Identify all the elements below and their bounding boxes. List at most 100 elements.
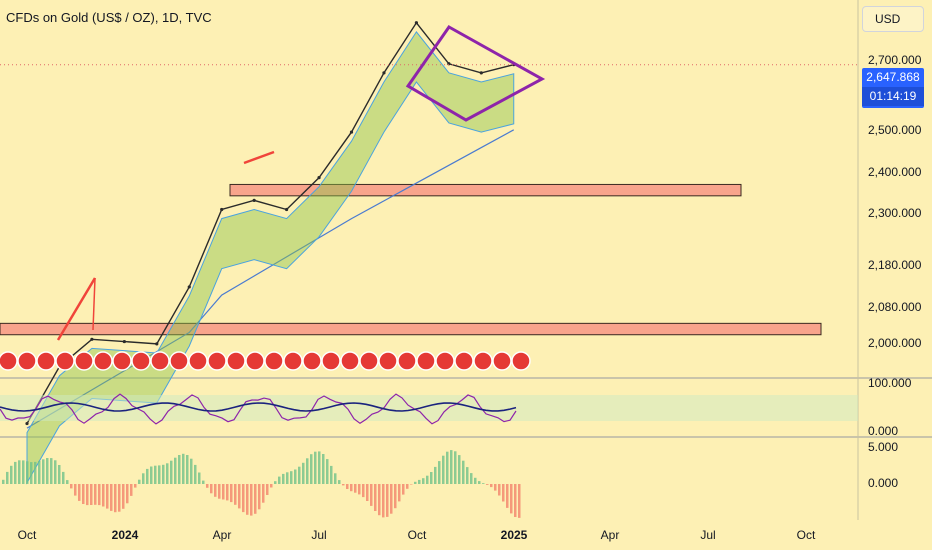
x-tick-label: Oct (17, 528, 37, 542)
y-tick-label: 2,080.000 (868, 300, 922, 314)
economic-event-icon (169, 351, 189, 371)
histogram-bar (174, 457, 177, 484)
histogram-bar (354, 484, 357, 493)
currency-button[interactable]: USD (862, 6, 924, 32)
economic-event-icon (340, 351, 360, 371)
histogram-bar (350, 484, 353, 492)
price-point (187, 285, 191, 289)
diamond-pattern (405, 25, 546, 122)
economic-event-icon (435, 351, 455, 371)
economic-event-icon (492, 351, 512, 371)
trend-annotation (243, 150, 275, 165)
histogram-bar (266, 484, 269, 495)
histogram-bar (130, 484, 133, 496)
histogram-bar (446, 451, 449, 484)
histogram-bar (434, 466, 437, 484)
histogram-bar (426, 475, 429, 484)
histogram-bar (422, 478, 425, 484)
histogram-bar (230, 484, 233, 503)
histogram-bar (454, 451, 457, 484)
oscillator-fast-line (0, 402, 517, 412)
trend-annotation (56, 277, 97, 341)
histogram-bar (242, 484, 245, 513)
price-point (382, 71, 386, 75)
histogram-tick-label: 0.000 (868, 476, 899, 490)
y-tick-label: 2,000.000 (868, 336, 922, 350)
histogram-bar (126, 484, 129, 504)
histogram-bar (450, 450, 453, 484)
histogram-bar (274, 481, 277, 484)
histogram-bar (338, 480, 341, 484)
interval-label: 1D (162, 10, 179, 25)
histogram-bar (166, 463, 169, 484)
last-price-value: 2,647.868 (866, 70, 920, 84)
source-label: TVC (185, 10, 212, 25)
histogram-bar (58, 465, 61, 484)
economic-event-icon (150, 351, 170, 371)
x-tick-label: Jul (311, 528, 327, 542)
histogram-bar (46, 458, 49, 484)
histogram-bar (486, 484, 489, 485)
economic-event-icon (226, 351, 246, 371)
histogram-bar (34, 461, 37, 484)
histogram-bar (326, 459, 329, 484)
histogram-bar (206, 484, 209, 488)
histogram-bar (82, 484, 85, 504)
histogram-bar (366, 484, 369, 501)
bar-countdown: 01:14:19 (862, 87, 924, 106)
histogram-bar (438, 461, 441, 484)
histogram-bar (346, 484, 349, 489)
x-tick-label: Apr (600, 528, 620, 542)
histogram-bar (398, 484, 401, 502)
histogram-bar (490, 484, 493, 488)
economic-event-icon (74, 351, 94, 371)
histogram-bar (358, 484, 361, 495)
histogram-bar (234, 484, 237, 505)
histogram-bar (6, 471, 9, 484)
price-point (90, 337, 94, 341)
moving-average-line (26, 129, 515, 429)
histogram-bar (282, 473, 285, 484)
price-point (317, 176, 321, 180)
histogram-bar (226, 484, 229, 501)
histogram-bar (474, 477, 477, 484)
economic-event-icon (245, 351, 265, 371)
y-tick-label: 2,700.000 (868, 53, 922, 67)
economic-event-icon (264, 351, 284, 371)
histogram-bar (250, 484, 253, 516)
histogram-bar (162, 464, 165, 484)
histogram-bar (402, 484, 405, 495)
price-point (25, 421, 29, 426)
histogram-bar (42, 459, 45, 484)
histogram-bar (102, 484, 105, 507)
histogram-bar (214, 484, 217, 497)
economic-event-icon (511, 351, 531, 371)
histogram-bar (286, 472, 289, 484)
histogram-bar (154, 465, 157, 484)
histogram-bar (182, 453, 185, 484)
y-tick-label: 2,400.000 (868, 165, 922, 179)
histogram-bar (254, 484, 257, 514)
histogram-bar (62, 471, 65, 484)
economic-event-icon (283, 351, 303, 371)
title-separator: , (154, 10, 163, 25)
price-point (155, 342, 159, 346)
histogram-bar (378, 484, 381, 516)
economic-event-icon (378, 351, 398, 371)
histogram-bar (90, 484, 93, 505)
histogram-bar (18, 460, 21, 484)
economic-event-icon (454, 351, 474, 371)
histogram-bar (66, 480, 69, 484)
histogram-bar (330, 465, 333, 484)
histogram-bar (302, 462, 305, 484)
resistance-zone (229, 183, 742, 197)
histogram-bar (114, 484, 117, 513)
histogram-bar (222, 484, 225, 500)
histogram-bar (118, 484, 121, 512)
histogram-bar (318, 451, 321, 484)
economic-event-icon (321, 351, 341, 371)
price-series-line (26, 21, 514, 424)
histogram-bar (258, 484, 261, 510)
